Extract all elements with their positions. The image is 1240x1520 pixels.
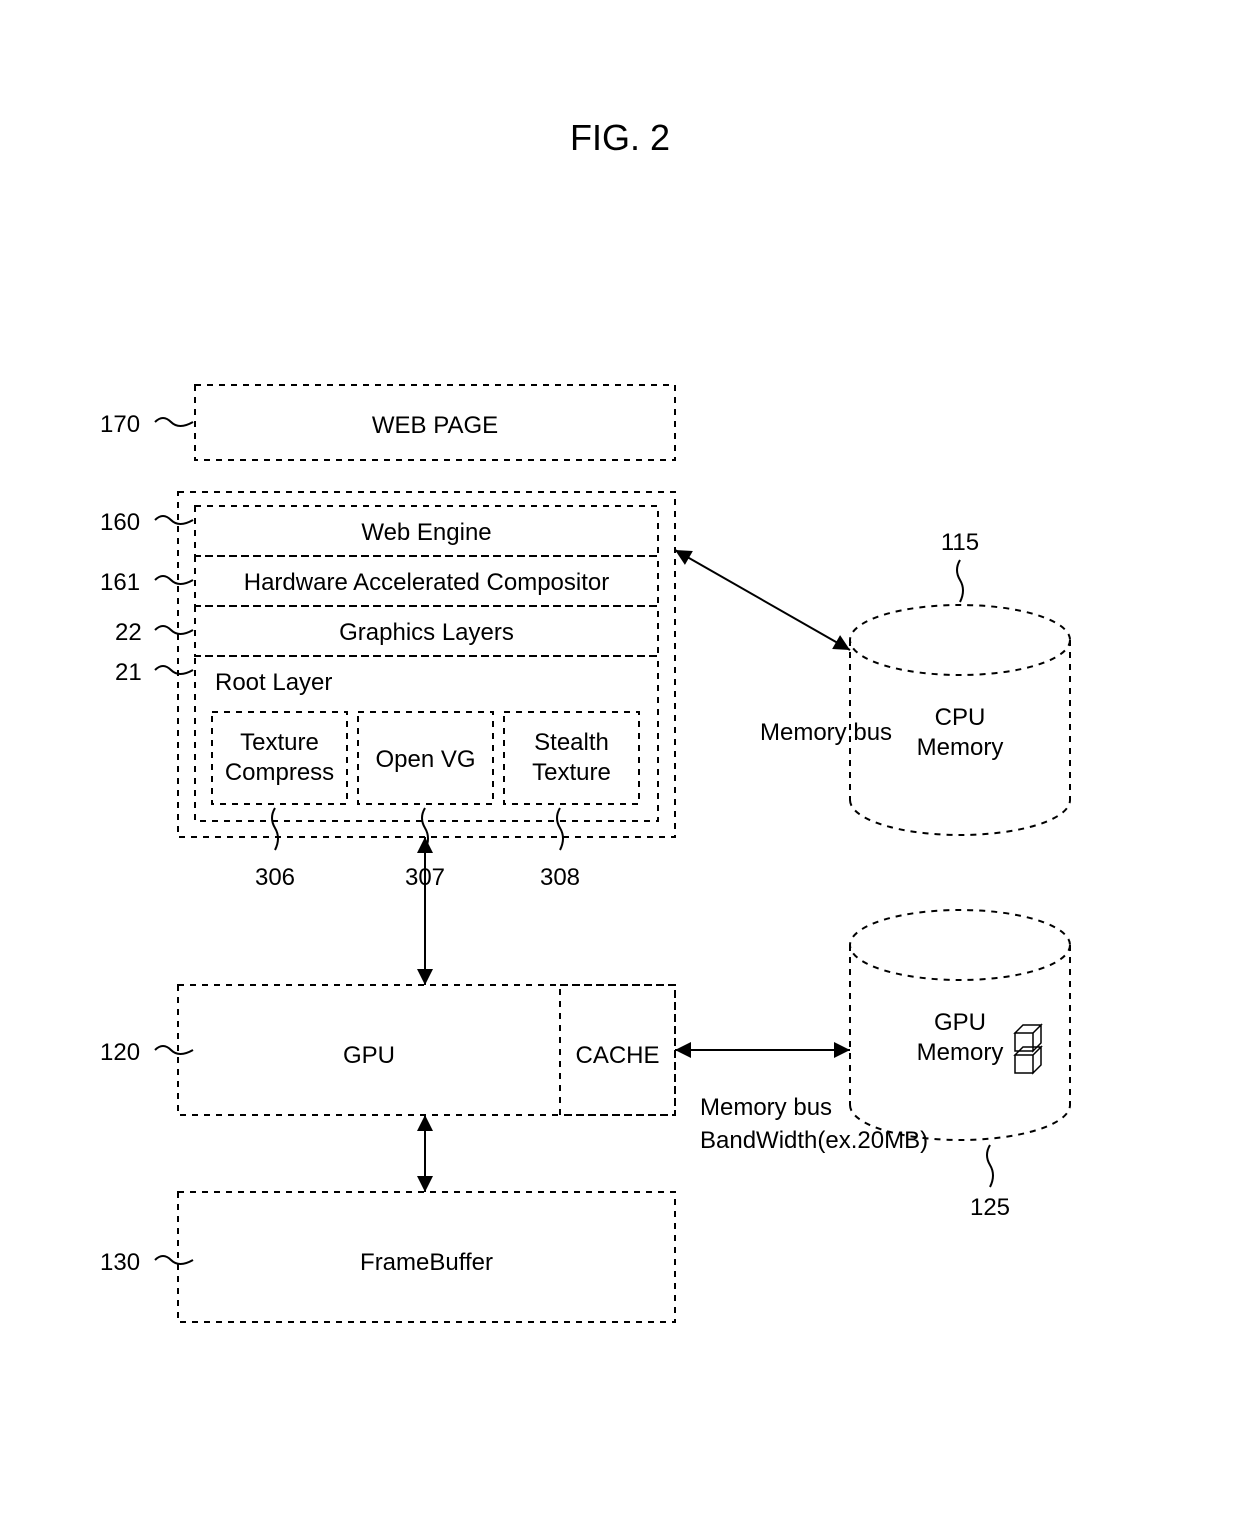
web-engine-label: Web Engine xyxy=(361,519,491,546)
gpu-memory-label-1: GPU xyxy=(934,1009,986,1036)
gpu-label: GPU xyxy=(343,1042,395,1069)
cpu-memory-label-1: CPU xyxy=(935,704,986,731)
stealth-texture-l1: Stealth xyxy=(534,729,609,756)
web-page-label: WEB PAGE xyxy=(372,412,498,439)
cpu-memory-label-2: Memory xyxy=(917,734,1004,761)
stealth-texture-box xyxy=(504,712,639,804)
ref-125: 125 xyxy=(970,1194,1010,1221)
bandwidth-label: BandWidth(ex.20MB) xyxy=(700,1127,928,1154)
ref-160: 160 xyxy=(100,509,140,536)
framebuffer-label: FrameBuffer xyxy=(360,1249,493,1276)
ref-22: 22 xyxy=(115,619,142,646)
ref-120: 120 xyxy=(100,1039,140,1066)
ref-306: 306 xyxy=(255,864,295,891)
graphics-layers-label: Graphics Layers xyxy=(339,619,514,646)
hw-compositor-label: Hardware Accelerated Compositor xyxy=(244,569,610,596)
ref-308: 308 xyxy=(540,864,580,891)
texture-compress-box xyxy=(212,712,347,804)
open-vg-label: Open VG xyxy=(375,746,475,773)
root-layer-label: Root Layer xyxy=(215,669,332,696)
cpu-memory-cylinder-top xyxy=(850,605,1070,675)
ref-115: 115 xyxy=(941,529,979,556)
ref-307: 307 xyxy=(405,864,445,891)
cache-label: CACHE xyxy=(575,1042,659,1069)
stealth-texture-l2: Texture xyxy=(532,759,611,786)
texture-compress-l1: Texture xyxy=(240,729,319,756)
figure-title: FIG. 2 xyxy=(570,117,670,158)
memory-bus-top-label: Memory bus xyxy=(760,719,892,746)
ref-170: 170 xyxy=(100,411,140,438)
ref-21: 21 xyxy=(115,659,142,686)
ref-130: 130 xyxy=(100,1249,140,1276)
gpu-memory-cylinder-top xyxy=(850,910,1070,980)
ref-161: 161 xyxy=(100,569,140,596)
memory-bus-bot-label: Memory bus xyxy=(700,1094,832,1121)
diagram-svg: FIG. 2 170 160 161 22 21 120 130 306 307 308 115 12… xyxy=(0,0,1240,1520)
gpu-memory-label-2: Memory xyxy=(917,1039,1004,1066)
texture-compress-l2: Compress xyxy=(225,759,334,786)
arrow-3 xyxy=(675,550,850,650)
